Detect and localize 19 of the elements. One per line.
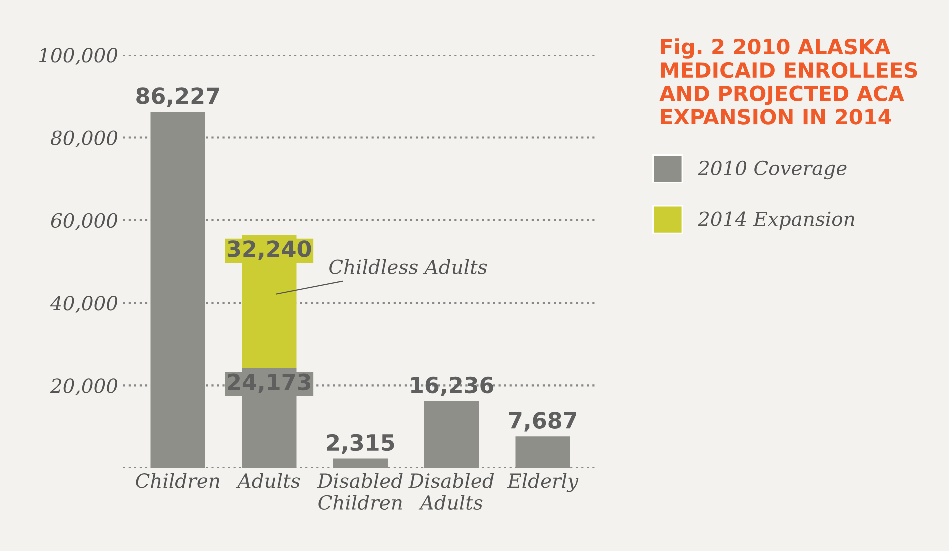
y-tick-label: 60,000 [51,213,118,230]
y-tick-label: 40,000 [50,296,118,314]
data-label: 32,240 [228,240,312,260]
annotation: Childless Adults [330,259,488,274]
x-tick-label: Adults [236,473,300,488]
y-tick-label: 80,000 [51,130,118,148]
legend-label: 2014 Expansion [698,212,855,230]
x-tick-label: Disabled Children [317,473,403,510]
x-tick-label: Elderly [507,473,579,492]
y-tick-label: 100,000 [39,48,118,66]
x-tick-label: Disabled Adults [408,473,494,510]
data-label: 7,687 [509,412,576,432]
x-tick-label: Children [136,473,220,488]
legend-label: 2010 Coverage [698,160,847,180]
text: Fig. 2 2010 ALASKA MEDICAID ENROLLEES AND PROJECTED ACA EXPANSION IN 2014 [660,38,918,125]
data-label: 2,315 [327,434,394,454]
y-tick-label: 20,000 [50,378,118,396]
data-label: 86,227 [136,88,220,108]
data-label: 16,236 [412,376,494,396]
